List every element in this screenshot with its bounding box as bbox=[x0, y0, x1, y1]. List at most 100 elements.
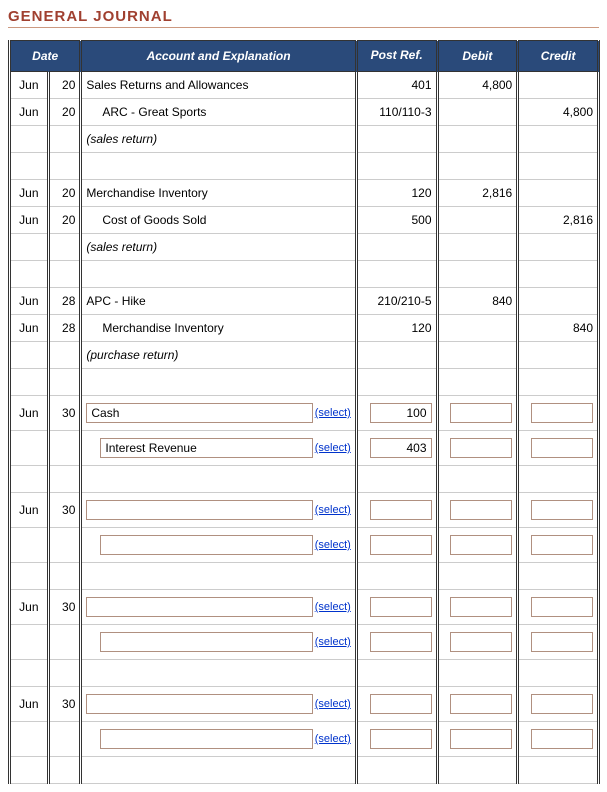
date-month: Jun bbox=[10, 590, 49, 625]
account-cell: Interest Revenue(select) bbox=[81, 431, 356, 466]
date-day: 30 bbox=[48, 493, 81, 528]
postref-cell bbox=[356, 234, 437, 261]
account-input[interactable] bbox=[100, 535, 312, 555]
table-row: Jun20Merchandise Inventory1202,816 bbox=[10, 180, 599, 207]
account-cell: (sales return) bbox=[81, 234, 356, 261]
credit-cell bbox=[518, 722, 599, 757]
debit-input[interactable] bbox=[450, 438, 512, 458]
postref-cell bbox=[356, 757, 437, 784]
date-day: 28 bbox=[48, 288, 81, 315]
postref-input[interactable] bbox=[370, 535, 432, 555]
credit-input[interactable] bbox=[531, 597, 593, 617]
debit-input[interactable] bbox=[450, 500, 512, 520]
postref-input[interactable]: 100 bbox=[370, 403, 432, 423]
account-cell: Cash(select) bbox=[81, 396, 356, 431]
select-link[interactable]: (select) bbox=[313, 636, 351, 648]
account-input[interactable]: Cash bbox=[86, 403, 312, 423]
debit-cell bbox=[437, 431, 518, 466]
account-cell: (select) bbox=[81, 625, 356, 660]
credit-input[interactable] bbox=[531, 403, 593, 423]
credit-input[interactable] bbox=[531, 694, 593, 714]
postref-cell: 120 bbox=[356, 180, 437, 207]
account-name: Cost of Goods Sold bbox=[86, 213, 206, 227]
postref-input[interactable] bbox=[370, 500, 432, 520]
debit-cell bbox=[437, 660, 518, 687]
blank-row bbox=[10, 369, 599, 396]
account-name: APC - Hike bbox=[86, 294, 145, 308]
debit-cell bbox=[437, 369, 518, 396]
select-link[interactable]: (select) bbox=[313, 539, 351, 551]
postref-cell bbox=[356, 590, 437, 625]
account-cell: Merchandise Inventory bbox=[81, 180, 356, 207]
date-month bbox=[10, 234, 49, 261]
account-cell: Sales Returns and Allowances bbox=[81, 72, 356, 99]
account-input[interactable]: Interest Revenue bbox=[100, 438, 312, 458]
date-month bbox=[10, 126, 49, 153]
date-day bbox=[48, 757, 81, 784]
col-account: Account and Explanation bbox=[81, 41, 356, 72]
postref-cell: 401 bbox=[356, 72, 437, 99]
select-link[interactable]: (select) bbox=[313, 504, 351, 516]
account-input[interactable] bbox=[100, 729, 312, 749]
account-cell: (select) bbox=[81, 528, 356, 563]
postref-input[interactable] bbox=[370, 597, 432, 617]
table-row: Jun28APC - Hike210/210-5840 bbox=[10, 288, 599, 315]
select-link[interactable]: (select) bbox=[313, 442, 351, 454]
credit-input[interactable] bbox=[531, 535, 593, 555]
postref-input[interactable] bbox=[370, 729, 432, 749]
credit-cell bbox=[518, 590, 599, 625]
date-month bbox=[10, 757, 49, 784]
debit-input[interactable] bbox=[450, 694, 512, 714]
credit-cell bbox=[518, 493, 599, 528]
date-day bbox=[48, 722, 81, 757]
select-link[interactable]: (select) bbox=[313, 733, 351, 745]
select-link[interactable]: (select) bbox=[313, 698, 351, 710]
account-input[interactable] bbox=[86, 694, 312, 714]
debit-input[interactable] bbox=[450, 403, 512, 423]
page-title: GENERAL JOURNAL bbox=[8, 8, 599, 28]
postref-input[interactable]: 403 bbox=[370, 438, 432, 458]
explanation-text: (purchase return) bbox=[86, 348, 178, 362]
debit-input[interactable] bbox=[450, 632, 512, 652]
credit-cell bbox=[518, 563, 599, 590]
date-month: Jun bbox=[10, 207, 49, 234]
account-input[interactable] bbox=[86, 597, 312, 617]
debit-cell bbox=[437, 528, 518, 563]
postref-input[interactable] bbox=[370, 694, 432, 714]
credit-cell bbox=[518, 625, 599, 660]
debit-input[interactable] bbox=[450, 729, 512, 749]
table-row: Jun20Cost of Goods Sold5002,816 bbox=[10, 207, 599, 234]
credit-input[interactable] bbox=[531, 438, 593, 458]
credit-input[interactable] bbox=[531, 729, 593, 749]
postref-cell bbox=[356, 466, 437, 493]
credit-cell bbox=[518, 342, 599, 369]
credit-input[interactable] bbox=[531, 500, 593, 520]
select-link[interactable]: (select) bbox=[313, 601, 351, 613]
debit-input[interactable] bbox=[450, 597, 512, 617]
date-month bbox=[10, 722, 49, 757]
postref-cell bbox=[356, 722, 437, 757]
debit-cell bbox=[437, 99, 518, 126]
date-month bbox=[10, 153, 49, 180]
postref-cell bbox=[356, 493, 437, 528]
postref-cell bbox=[356, 126, 437, 153]
postref-input[interactable] bbox=[370, 632, 432, 652]
account-cell: (sales return) bbox=[81, 126, 356, 153]
date-day bbox=[48, 625, 81, 660]
postref-cell bbox=[356, 153, 437, 180]
explanation-text: (sales return) bbox=[86, 132, 157, 146]
date-day: 20 bbox=[48, 180, 81, 207]
date-day: 28 bbox=[48, 315, 81, 342]
date-month bbox=[10, 369, 49, 396]
credit-input[interactable] bbox=[531, 632, 593, 652]
date-month bbox=[10, 660, 49, 687]
debit-cell bbox=[437, 234, 518, 261]
select-link[interactable]: (select) bbox=[313, 407, 351, 419]
date-month: Jun bbox=[10, 396, 49, 431]
table-row: (purchase return) bbox=[10, 342, 599, 369]
account-input[interactable] bbox=[86, 500, 312, 520]
credit-cell bbox=[518, 126, 599, 153]
date-day bbox=[48, 234, 81, 261]
debit-input[interactable] bbox=[450, 535, 512, 555]
account-input[interactable] bbox=[100, 632, 312, 652]
